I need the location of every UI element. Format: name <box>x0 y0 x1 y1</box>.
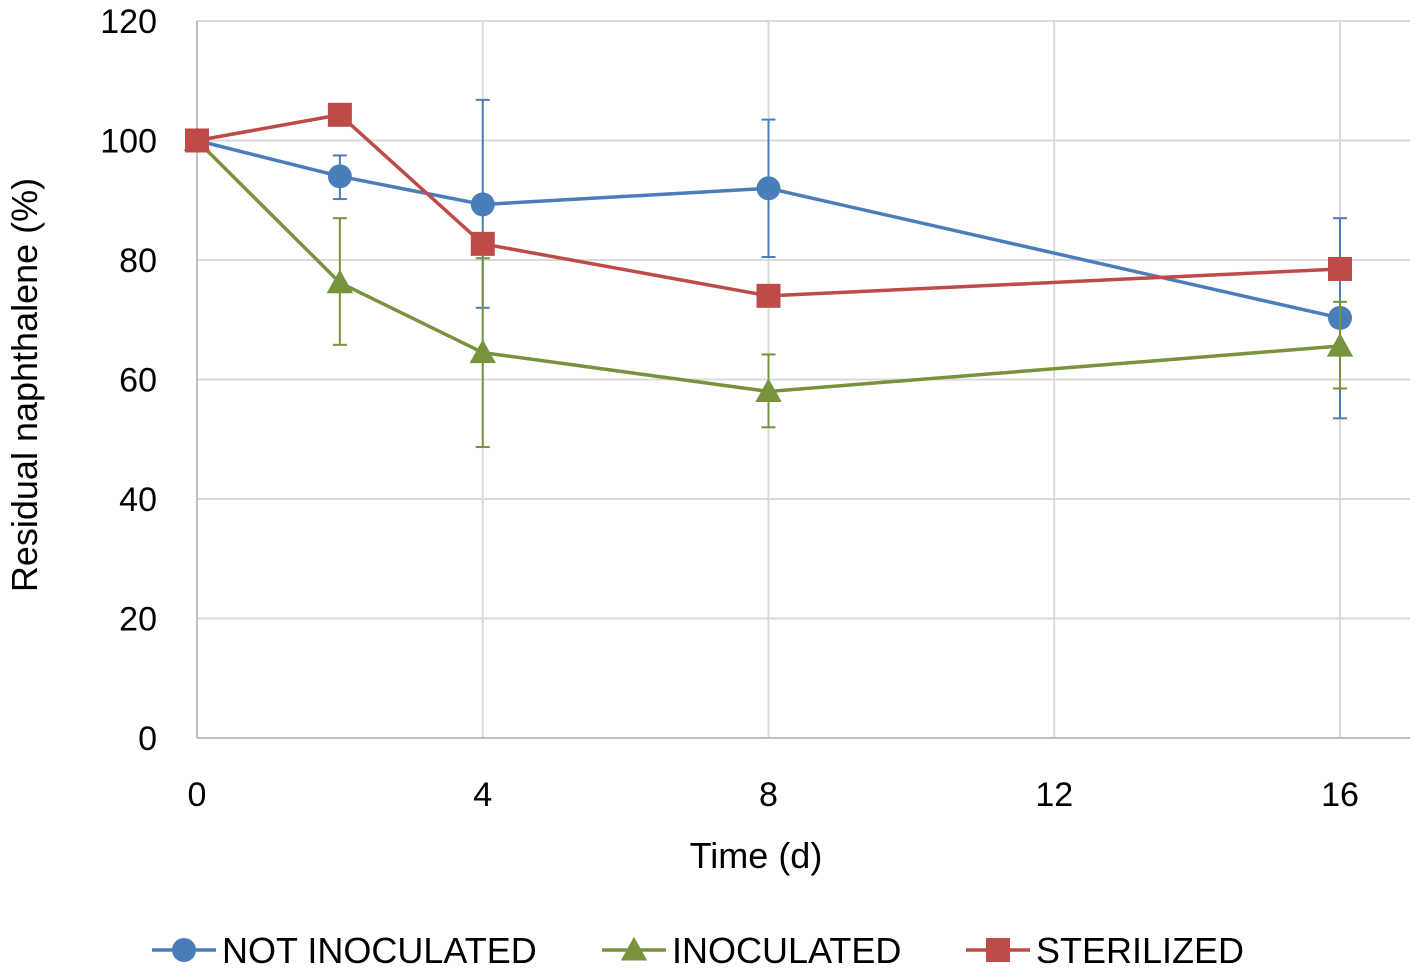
y-tick-label: 100 <box>100 123 157 161</box>
y-tick-label: 20 <box>119 601 157 639</box>
legend-marker <box>172 938 196 962</box>
x-tick-label: 16 <box>1321 776 1359 814</box>
legend-entry: INOCULATED <box>602 930 901 971</box>
legend-entry: NOT INOCULATED <box>152 930 537 971</box>
data-point <box>1326 332 1354 357</box>
data-point <box>469 339 496 364</box>
data-point <box>185 128 209 153</box>
x-axis-title: Time (d) <box>690 835 823 876</box>
legend-marker <box>620 936 648 961</box>
x-tick-label: 4 <box>473 776 492 814</box>
data-point <box>327 102 352 127</box>
legend: NOT INOCULATED INOCULATED STERILIZED <box>152 930 1244 971</box>
series-layer <box>183 98 1354 449</box>
y-axis-title: Residual naphthalene (%) <box>4 178 45 592</box>
data-point <box>470 231 495 256</box>
y-tick-label: 80 <box>119 242 157 280</box>
legend-marker <box>986 938 1010 962</box>
x-tick-label: 8 <box>759 776 778 814</box>
data-point <box>756 283 781 308</box>
y-tick-label: 120 <box>100 3 157 41</box>
data-point <box>326 269 354 294</box>
tick-labels: 0 20 40 60 80 100 120 0 4 8 12 16 <box>100 3 1359 814</box>
legend-label: STERILIZED <box>1036 930 1244 971</box>
data-point <box>756 176 781 201</box>
legend-label: INOCULATED <box>672 930 901 971</box>
data-point <box>327 164 352 189</box>
x-tick-label: 12 <box>1035 776 1073 814</box>
legend-label: NOT INOCULATED <box>222 930 537 971</box>
y-tick-label: 60 <box>119 362 157 400</box>
y-tick-label: 0 <box>138 720 157 758</box>
grid-layer <box>197 20 1410 738</box>
data-point <box>1328 256 1352 281</box>
x-tick-label: 0 <box>188 776 207 814</box>
legend-entry: STERILIZED <box>966 930 1244 971</box>
data-point <box>755 378 782 403</box>
series-sterilized <box>185 102 1352 308</box>
data-point <box>470 192 495 217</box>
y-tick-label: 40 <box>119 481 157 519</box>
